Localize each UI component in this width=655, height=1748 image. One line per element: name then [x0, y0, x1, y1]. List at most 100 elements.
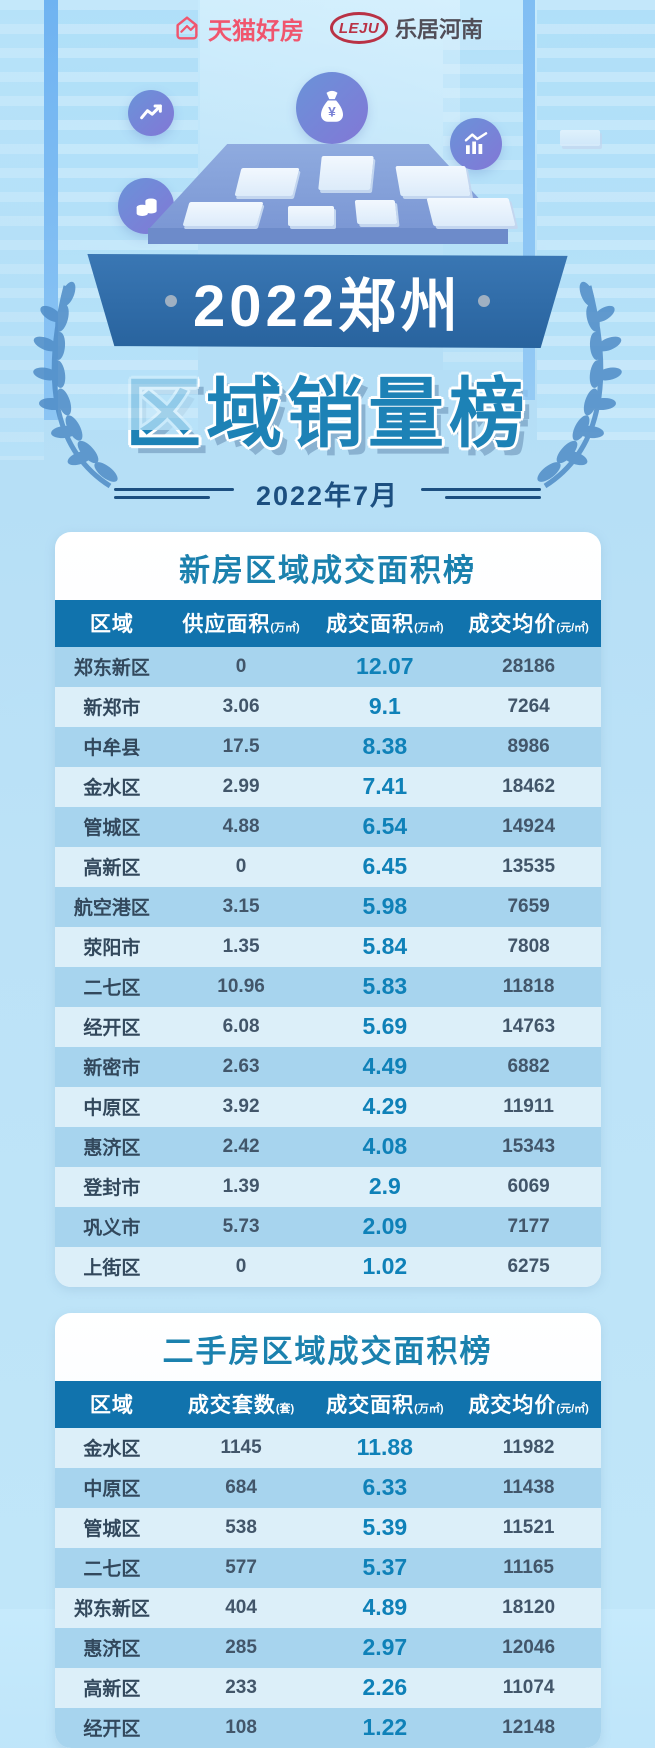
region-cell: 新密市 [83, 1058, 141, 1079]
column-header-sold-area: 成交面积(万㎡) [312, 600, 457, 647]
date-text: 2022年7月 [255, 480, 400, 511]
table-row: 中原区 3.92 4.29 11911 [54, 1087, 601, 1127]
table-row: 登封市 1.39 2.9 6069 [54, 1167, 601, 1207]
table-row: 经开区 6.08 5.69 14763 [54, 1007, 601, 1047]
table-row: 郑东新区 404 4.89 18120 [54, 1588, 601, 1628]
table-row: 高新区 233 2.26 11074 [54, 1668, 601, 1708]
region-cell: 金水区 [83, 1439, 141, 1460]
value-cell: 7.41 [362, 773, 408, 799]
table-row: 金水区 2.99 7.41 18462 [54, 767, 601, 807]
value-cell: 0 [235, 855, 247, 877]
book-box [560, 130, 600, 146]
leju-brand-text: 乐居河南 [394, 17, 483, 42]
value-cell: 1.22 [362, 1714, 408, 1740]
table-row: 新郑市 3.06 9.1 7264 [54, 687, 601, 727]
region-cell: 中牟县 [83, 738, 141, 759]
value-cell: 4.08 [362, 1133, 408, 1159]
value-cell: 12046 [502, 1636, 556, 1658]
table-header: 区域 成交套数(套) 成交面积(万㎡) 成交均价(元/㎡) [54, 1381, 601, 1428]
table-row: 管城区 538 5.39 11521 [54, 1508, 601, 1548]
column-header-region: 区域 [54, 600, 170, 647]
value-cell: 28186 [502, 655, 556, 677]
value-cell: 9.1 [368, 693, 401, 719]
region-cell: 管城区 [83, 818, 141, 839]
banner-title-text: 2022郑州 [192, 274, 463, 339]
value-cell: 17.5 [222, 735, 260, 757]
region-cell: 二七区 [83, 978, 141, 999]
value-cell: 11521 [502, 1516, 555, 1538]
table-row: 上街区 0 1.02 6275 [54, 1247, 601, 1287]
value-cell: 5.84 [362, 933, 408, 959]
value-cell: 2.42 [222, 1135, 260, 1157]
banner-title: 2022郑州 [164, 259, 491, 343]
table-row: 巩义市 5.73 2.09 7177 [54, 1207, 601, 1247]
date-row: 2022年7月 [0, 476, 655, 511]
value-cell: 18462 [502, 775, 556, 797]
column-header-sold-area: 成交面积(万㎡) [312, 1381, 457, 1428]
date-line-right [421, 487, 542, 499]
yuan-symbol: ¥ [328, 104, 336, 119]
table-row: 航空港区 3.15 5.98 7659 [54, 887, 601, 927]
value-cell: 2.97 [362, 1634, 408, 1660]
value-cell: 577 [225, 1556, 257, 1578]
value-cell: 12148 [502, 1716, 556, 1738]
value-cell: 3.06 [222, 695, 260, 717]
new-homes-table-card: 新房区域成交面积榜 区域 供应面积(万㎡) 成交面积(万㎡) 成交均价(元/㎡)… [54, 532, 601, 1287]
book-box [288, 206, 334, 226]
region-cell: 新郑市 [83, 698, 141, 719]
value-cell: 5.37 [362, 1554, 408, 1580]
leju-logo: LEJU 乐居河南 [329, 12, 483, 44]
value-cell: 15343 [502, 1135, 556, 1157]
table-row: 中原区 684 6.33 11438 [54, 1468, 601, 1508]
value-cell: 11911 [503, 1095, 554, 1117]
table-row: 新密市 2.63 4.49 6882 [54, 1047, 601, 1087]
value-cell: 5.39 [362, 1514, 408, 1540]
value-cell: 3.15 [222, 895, 260, 917]
value-cell: 7264 [507, 695, 550, 717]
column-header-supply-area: 供应面积(万㎡) [169, 600, 313, 647]
value-cell: 11438 [502, 1476, 555, 1498]
second-hand-table-title: 二手房区域成交面积榜 [162, 1334, 493, 1369]
table-row: 高新区 0 6.45 13535 [54, 847, 601, 887]
column-header-region: 区域 [54, 1381, 170, 1428]
value-cell: 0 [235, 1255, 247, 1277]
value-cell: 4.29 [362, 1093, 408, 1119]
new-homes-table: 区域 供应面积(万㎡) 成交面积(万㎡) 成交均价(元/㎡) 郑东新区 0 12.0… [54, 600, 601, 1287]
region-cell: 惠济区 [83, 1138, 141, 1159]
value-cell: 108 [225, 1716, 257, 1738]
value-cell: 6069 [507, 1175, 550, 1197]
region-cell: 经开区 [83, 1018, 141, 1039]
value-cell: 14763 [502, 1015, 556, 1037]
value-cell: 6.54 [362, 813, 408, 839]
value-cell: 11074 [502, 1676, 555, 1698]
book-box [182, 202, 264, 226]
money-bag-icon: ¥ [296, 72, 368, 144]
value-cell: 404 [225, 1596, 257, 1618]
value-cell: 11818 [502, 975, 555, 997]
region-cell: 郑东新区 [73, 1599, 150, 1620]
region-cell: 惠济区 [83, 1639, 141, 1660]
laurel-wreath-right [537, 281, 622, 489]
value-cell: 5.69 [362, 1013, 408, 1039]
trend-line-icon [128, 90, 174, 136]
table-row: 惠济区 2.42 4.08 15343 [54, 1127, 601, 1167]
region-cell: 高新区 [83, 1679, 141, 1700]
date-line-left [113, 487, 234, 499]
value-cell: 5.98 [362, 893, 408, 919]
region-cell: 二七区 [83, 1559, 141, 1580]
book-box [395, 166, 471, 196]
table-row: 二七区 10.96 5.83 11818 [54, 967, 601, 1007]
value-cell: 6.33 [362, 1474, 408, 1500]
region-cell: 管城区 [83, 1519, 141, 1540]
house-icon [172, 13, 202, 43]
value-cell: 5.83 [362, 973, 408, 999]
laurel-wreath-left [33, 281, 118, 489]
value-cell: 6275 [507, 1255, 550, 1277]
value-cell: 6882 [507, 1055, 550, 1077]
value-cell: 4.89 [362, 1594, 408, 1620]
region-cell: 高新区 [83, 858, 141, 879]
table-row: 管城区 4.88 6.54 14924 [54, 807, 601, 847]
value-cell: 4.88 [222, 815, 260, 837]
table-row: 金水区 1145 11.88 11982 [54, 1428, 601, 1468]
table-row: 惠济区 285 2.97 12046 [54, 1628, 601, 1668]
